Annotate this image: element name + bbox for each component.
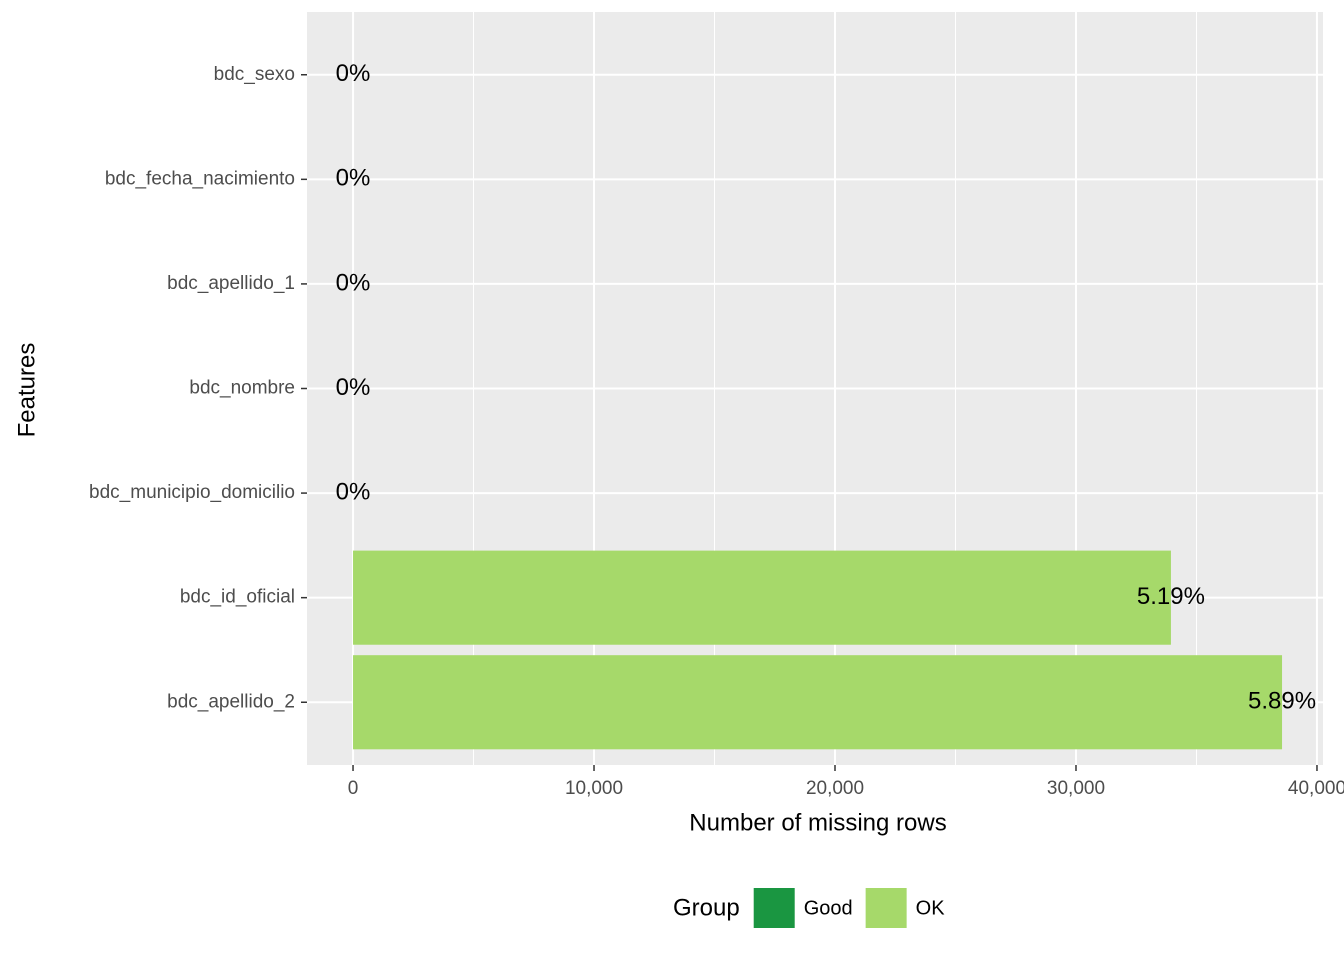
marks: 0% 0% 0% 0% 0% 5.19% 5.89%	[336, 60, 1316, 750]
value-label: 5.19%	[1137, 583, 1205, 610]
value-label: 5.89%	[1248, 688, 1316, 715]
y-tick-label: bdc_fecha_nacimiento	[105, 168, 295, 189]
legend: Group Good OK	[673, 888, 945, 928]
x-tick-label: 30,000	[1047, 778, 1105, 799]
x-axis-title: Number of missing rows	[689, 809, 946, 836]
bar	[353, 655, 1283, 750]
value-label: 0%	[336, 374, 371, 401]
y-tick-label: bdc_apellido_2	[167, 691, 295, 712]
x-tick-label: 0	[348, 778, 359, 799]
x-tick-label: 10,000	[565, 778, 623, 799]
legend-key	[865, 888, 907, 928]
y-tick-label: bdc_apellido_1	[167, 273, 295, 294]
legend-title: Group	[673, 894, 740, 921]
legend-label: Good	[804, 897, 853, 919]
y-tick-label: bdc_sexo	[214, 64, 295, 85]
legend-label: OK	[916, 897, 946, 919]
bar	[353, 550, 1171, 645]
y-tick-label: bdc_id_oficial	[180, 587, 295, 608]
y-axis-title: Features	[13, 343, 40, 438]
value-label: 0%	[336, 478, 371, 505]
x-tick-label: 40,000	[1288, 778, 1344, 799]
value-label: 0%	[336, 165, 371, 192]
x-tick-label: 20,000	[806, 778, 864, 799]
y-tick-label: bdc_municipio_domicilio	[89, 482, 295, 503]
y-tick-label: bdc_nombre	[189, 378, 295, 399]
legend-key	[753, 888, 795, 928]
value-label: 0%	[336, 269, 371, 296]
value-label: 0%	[336, 60, 371, 87]
